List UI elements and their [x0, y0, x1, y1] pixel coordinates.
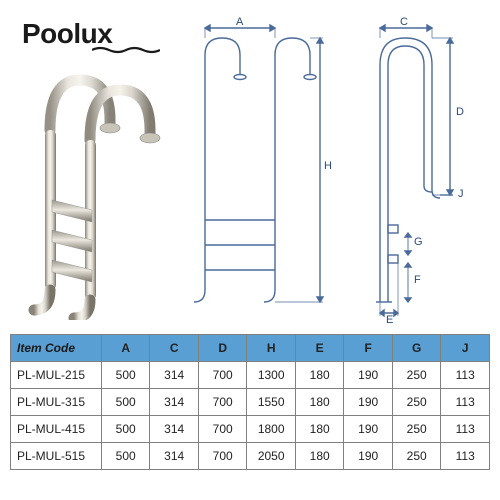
col-G: G — [392, 335, 441, 362]
col-J: J — [441, 335, 490, 362]
cell-dim: 250 — [392, 443, 441, 470]
dim-label-C: C — [400, 16, 408, 28]
col-F: F — [344, 335, 393, 362]
table-row: PL-MUL-5155003147002050180190250113 — [11, 443, 490, 470]
cell-dim: 314 — [150, 389, 199, 416]
cell-dim: 190 — [344, 389, 393, 416]
table-header-row: Item Code A C D H E F G J — [11, 335, 490, 362]
cell-dim: 113 — [441, 362, 490, 389]
cell-dim: 190 — [344, 362, 393, 389]
dim-label-G: G — [414, 236, 423, 248]
cell-dim: 700 — [198, 416, 247, 443]
product-photo — [12, 60, 162, 320]
cell-dim: 1300 — [247, 362, 296, 389]
cell-dim: 2050 — [247, 443, 296, 470]
col-A: A — [101, 335, 150, 362]
cell-dim: 700 — [198, 362, 247, 389]
cell-dim: 1800 — [247, 416, 296, 443]
table-row: PL-MUL-4155003147001800180190250113 — [11, 416, 490, 443]
front-view-diagram — [160, 20, 330, 320]
cell-dim: 180 — [295, 443, 344, 470]
cell-dim: 500 — [101, 389, 150, 416]
cell-dim: 113 — [441, 416, 490, 443]
col-item-code: Item Code — [11, 335, 102, 362]
brand-text: Poolux — [22, 18, 112, 49]
col-C: C — [150, 335, 199, 362]
cell-dim: 113 — [441, 443, 490, 470]
dim-label-E: E — [386, 314, 393, 326]
table-row: PL-MUL-3155003147001550180190250113 — [11, 389, 490, 416]
cell-dim: 700 — [198, 389, 247, 416]
cell-dim: 250 — [392, 416, 441, 443]
cell-dim: 190 — [344, 416, 393, 443]
cell-dim: 500 — [101, 362, 150, 389]
col-D: D — [198, 335, 247, 362]
cell-item-code: PL-MUL-215 — [11, 362, 102, 389]
dim-label-D: D — [456, 106, 464, 118]
cell-dim: 1550 — [247, 389, 296, 416]
cell-dim: 700 — [198, 443, 247, 470]
cell-dim: 180 — [295, 389, 344, 416]
cell-item-code: PL-MUL-415 — [11, 416, 102, 443]
cell-dim: 190 — [344, 443, 393, 470]
col-H: H — [247, 335, 296, 362]
brand-logo: Poolux — [22, 18, 112, 50]
cell-dim: 180 — [295, 362, 344, 389]
cell-item-code: PL-MUL-515 — [11, 443, 102, 470]
dim-label-F: F — [414, 274, 421, 286]
cell-dim: 314 — [150, 416, 199, 443]
cell-dim: 500 — [101, 416, 150, 443]
cell-dim: 250 — [392, 362, 441, 389]
cell-dim: 113 — [441, 389, 490, 416]
cell-dim: 314 — [150, 362, 199, 389]
dim-label-J: J — [458, 188, 464, 200]
brand-wave-icon — [92, 46, 160, 54]
cell-item-code: PL-MUL-315 — [11, 389, 102, 416]
col-E: E — [295, 335, 344, 362]
cell-dim: 180 — [295, 416, 344, 443]
cell-dim: 500 — [101, 443, 150, 470]
technical-diagram: A H — [160, 20, 490, 320]
dim-label-A: A — [236, 16, 243, 28]
dim-label-H: H — [324, 160, 332, 172]
cell-dim: 314 — [150, 443, 199, 470]
table-row: PL-MUL-2155003147001300180190250113 — [11, 362, 490, 389]
dimensions-table: Item Code A C D H E F G J PL-MUL-2155003… — [10, 334, 490, 470]
spec-table: Item Code A C D H E F G J PL-MUL-2155003… — [10, 334, 490, 470]
cell-dim: 250 — [392, 389, 441, 416]
